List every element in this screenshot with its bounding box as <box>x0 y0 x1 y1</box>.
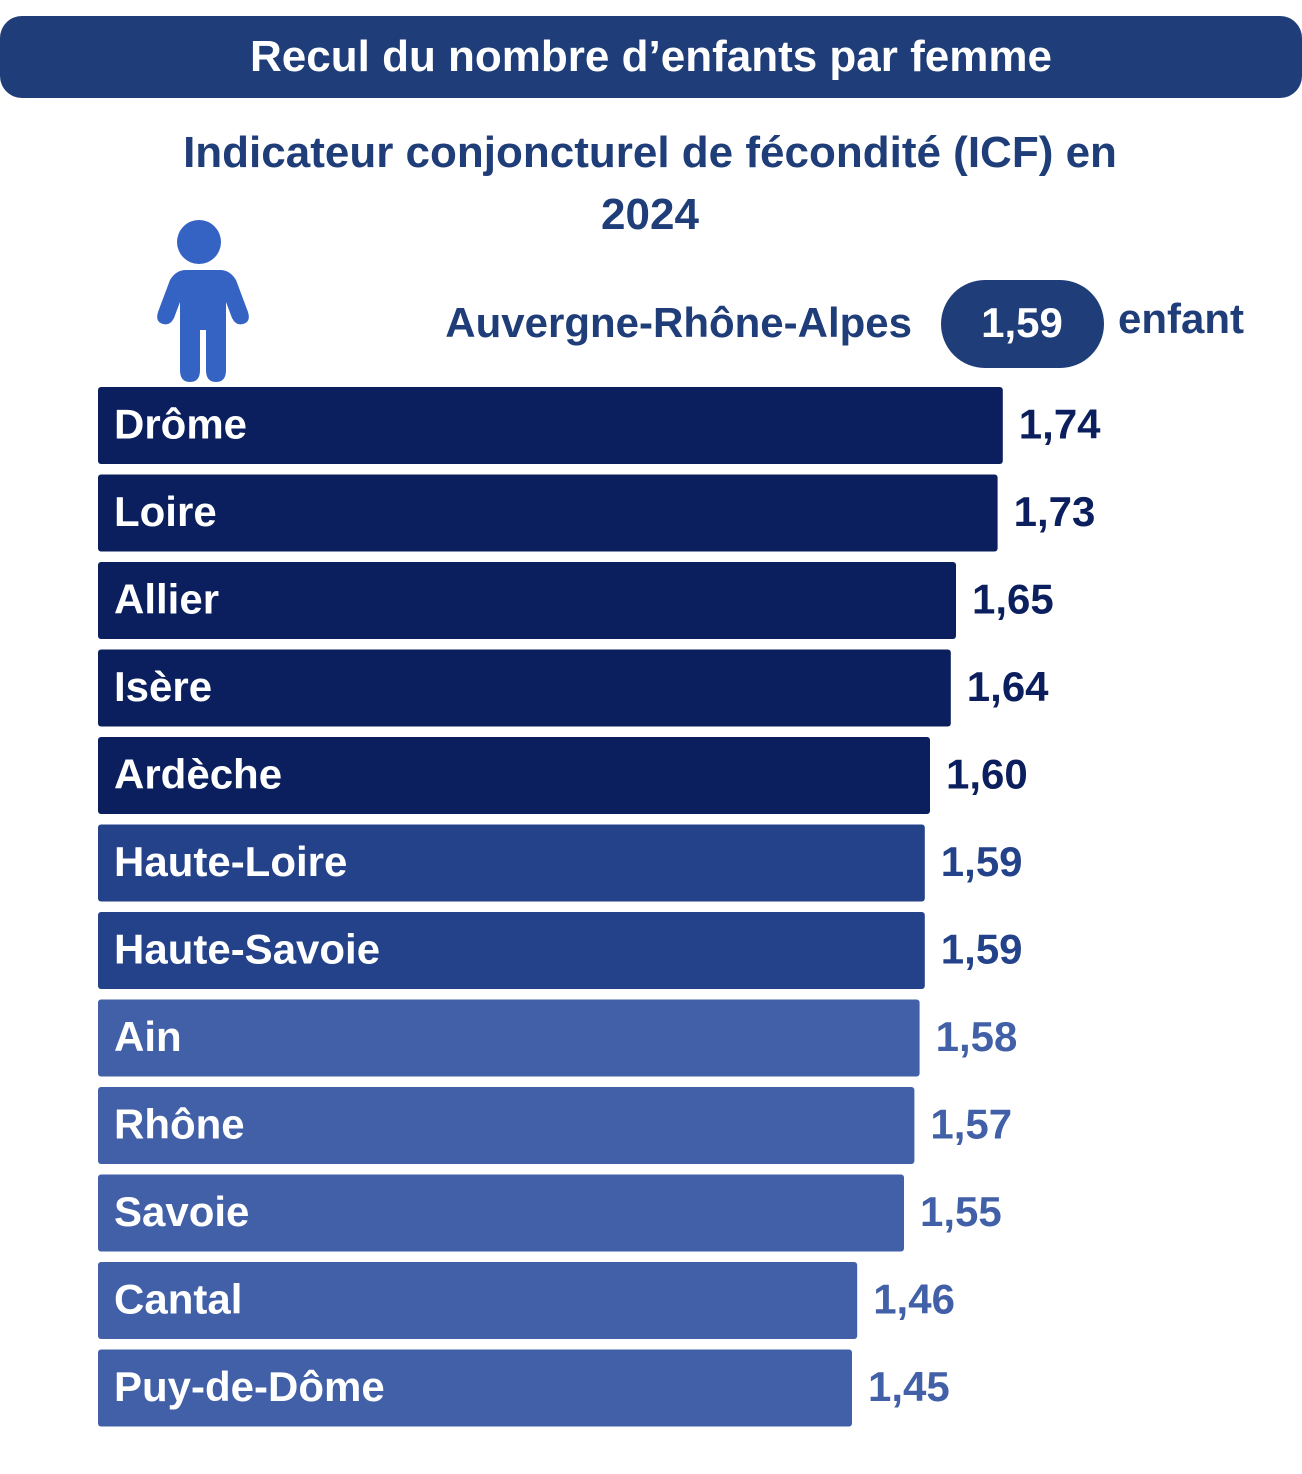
value-label: 1,46 <box>873 1276 955 1323</box>
person-icon <box>157 220 249 382</box>
category-label: Puy-de-Dôme <box>114 1363 385 1410</box>
bar <box>98 1262 858 1339</box>
bar <box>98 562 956 639</box>
value-label: 1,58 <box>936 1013 1018 1060</box>
value-label: 1,59 <box>941 926 1023 973</box>
reference-label: Auvergne-Rhône-Alpes <box>445 299 912 346</box>
value-label: 1,65 <box>972 576 1054 623</box>
category-label: Cantal <box>114 1276 242 1323</box>
category-label: Allier <box>114 576 219 623</box>
reference-unit: enfant <box>1118 295 1244 342</box>
category-label: Loire <box>114 488 217 535</box>
chart-title: Indicateur conjoncturel de fécondité (IC… <box>183 128 1117 239</box>
value-label: 1,73 <box>1014 488 1096 535</box>
bar <box>98 649 951 727</box>
header: Recul du nombre d’enfants par femme <box>0 16 1302 98</box>
reference-value: 1,59 <box>981 299 1063 346</box>
value-label: 1,74 <box>1019 401 1101 448</box>
category-label: Savoie <box>114 1188 249 1235</box>
category-label: Isère <box>114 663 212 710</box>
category-label: Haute-Savoie <box>114 926 380 973</box>
value-label: 1,55 <box>920 1188 1002 1235</box>
category-label: Drôme <box>114 401 247 448</box>
value-label: 1,57 <box>930 1101 1012 1148</box>
bar <box>98 387 1003 464</box>
reference-pill <box>941 280 1104 368</box>
category-label: Ain <box>114 1013 182 1060</box>
bar <box>98 1087 915 1164</box>
category-label: Haute-Loire <box>114 838 347 885</box>
bar <box>98 1349 852 1427</box>
value-label: 1,59 <box>941 838 1023 885</box>
bar <box>98 999 920 1077</box>
bar <box>98 912 925 989</box>
bar <box>98 737 930 814</box>
value-label: 1,45 <box>868 1363 950 1410</box>
category-label: Ardèche <box>114 751 282 798</box>
category-label: Rhône <box>114 1101 245 1148</box>
bar <box>98 1174 904 1252</box>
value-label: 1,64 <box>967 663 1049 710</box>
bar <box>98 824 925 902</box>
bar <box>98 474 998 552</box>
value-label: 1,60 <box>946 751 1028 798</box>
